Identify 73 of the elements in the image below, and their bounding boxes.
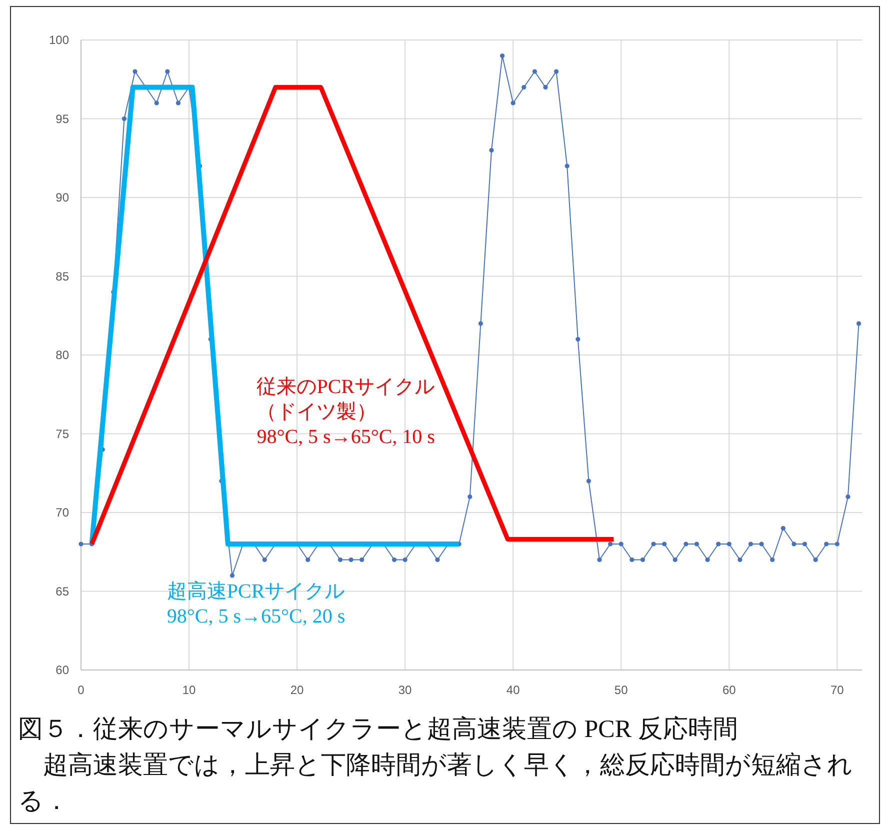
point [392, 557, 397, 562]
y-tick-label: 75 [56, 426, 70, 441]
y-tick-label: 100 [48, 33, 70, 47]
point [522, 84, 526, 90]
point [435, 557, 440, 562]
point [489, 148, 494, 153]
point [576, 336, 580, 342]
point [802, 542, 808, 546]
point [176, 100, 181, 106]
point [468, 494, 472, 500]
point [694, 542, 700, 546]
point [608, 542, 613, 546]
x-tick-label: 10 [182, 683, 196, 697]
point [402, 557, 408, 562]
point [813, 557, 818, 562]
point [618, 542, 624, 546]
point [122, 116, 127, 122]
x-tick-label: 0 [78, 683, 85, 697]
point [262, 557, 267, 562]
text: 超高速装置では，上昇と下降時間が著しく早く，総反応時間が短縮される． [18, 750, 854, 817]
y-tick-label: 65 [56, 584, 70, 598]
x-tick-label: 60 [722, 683, 736, 697]
point [586, 478, 592, 484]
point [132, 69, 138, 74]
point [834, 542, 840, 546]
x-tick-label: 40 [506, 683, 520, 697]
y-tick-label: 95 [56, 112, 70, 126]
point [684, 542, 688, 546]
point [738, 557, 742, 562]
point [348, 557, 354, 562]
point [78, 542, 84, 546]
point [554, 69, 559, 74]
point [640, 557, 646, 562]
point [662, 542, 667, 546]
point [672, 557, 678, 562]
x-tick-label: 70 [830, 683, 844, 697]
y-tick-label: 60 [56, 663, 70, 677]
point [338, 557, 343, 562]
point [597, 557, 602, 562]
point [360, 557, 364, 562]
point [564, 164, 570, 168]
point [532, 69, 537, 74]
point [705, 557, 710, 562]
x-tick-label: 50 [614, 683, 628, 697]
point [792, 542, 796, 546]
point [306, 557, 310, 562]
point [154, 100, 159, 106]
point [510, 100, 516, 106]
x-tick-label: 20 [290, 683, 304, 697]
point [230, 573, 235, 578]
point [856, 321, 862, 326]
x-tick-label: 30 [398, 683, 412, 697]
point [824, 542, 829, 546]
point [500, 53, 505, 58]
y-tick-label: 90 [56, 190, 70, 204]
y-tick-label: 70 [56, 506, 70, 520]
point [543, 84, 548, 90]
point [770, 557, 775, 562]
series-label: 従来のPCRサイクル（ドイツ製） 98°C, 5 s→65°C, 10 s [256, 376, 436, 448]
point [759, 542, 764, 546]
point [846, 494, 850, 500]
series-label: 超高速PCRサイクル 98°C, 5 s→65°C, 20 s [166, 580, 346, 628]
point [478, 321, 483, 326]
point [726, 542, 732, 546]
point [716, 542, 721, 546]
point [165, 69, 170, 74]
point [748, 542, 754, 546]
point [630, 557, 634, 562]
y-tick-label: 85 [56, 269, 70, 284]
point [651, 542, 656, 546]
caption: 図５．従来のサーマルサイクラーと超高速装置の PCR 反応時間 [18, 714, 739, 745]
point [780, 526, 786, 531]
y-tick-label: 80 [56, 348, 70, 362]
